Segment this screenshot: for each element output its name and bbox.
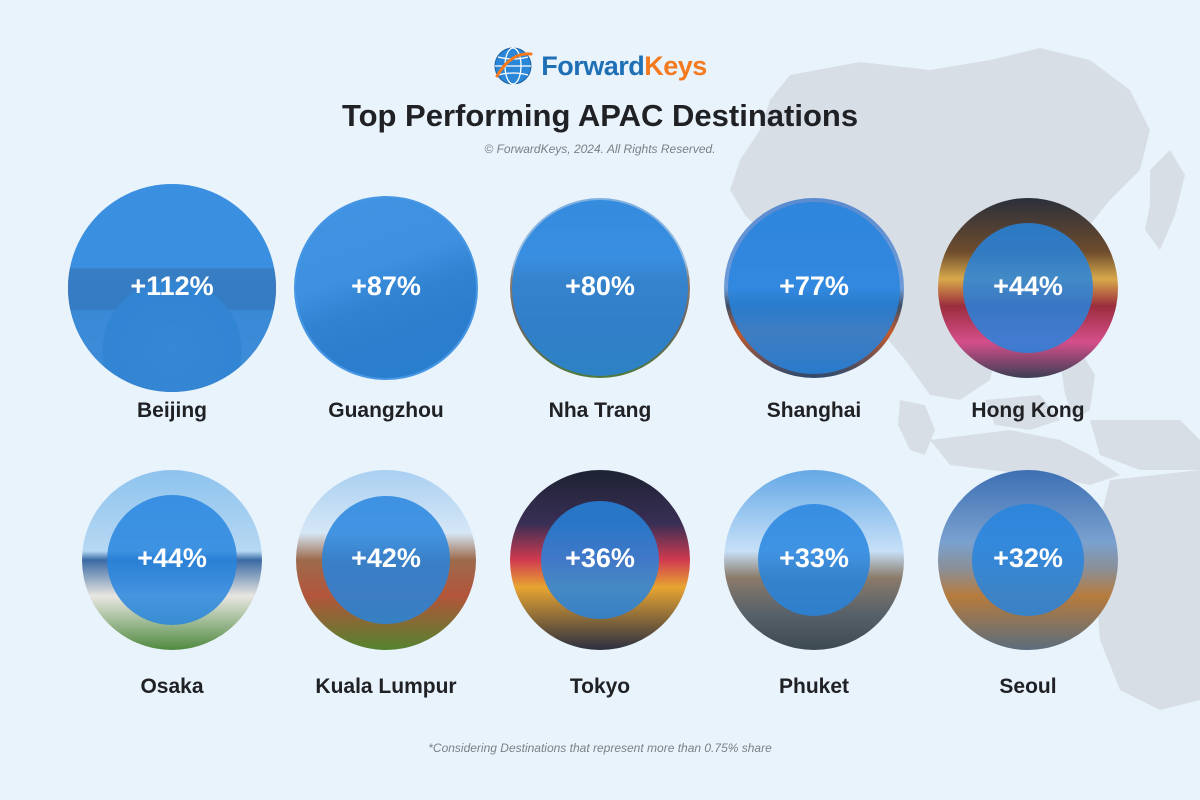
data-label: +36% — [565, 543, 635, 573]
value-bubble — [322, 496, 450, 624]
value-bubble — [757, 503, 871, 617]
category-label: Beijing — [136, 399, 207, 422]
category-label: Tokyo — [569, 675, 631, 698]
globe-logo-icon — [494, 47, 533, 85]
data-label: +44% — [137, 543, 207, 573]
category-label: Hong Kong — [971, 399, 1085, 422]
category-label: Kuala Lumpur — [315, 675, 457, 698]
category-label: Osaka — [140, 675, 204, 698]
value-bubble — [962, 222, 1094, 354]
category-label: Guangzhou — [328, 399, 444, 422]
category-label: Seoul — [999, 675, 1057, 698]
brand-name-part1: Forward — [541, 50, 645, 81]
value-bubble — [68, 184, 276, 392]
category-label: Phuket — [778, 675, 849, 698]
value-bubble — [512, 200, 688, 376]
category-label: Nha Trang — [548, 399, 652, 422]
data-label: +87% — [351, 271, 421, 301]
brand-logo: ForwardKeys — [0, 46, 1200, 86]
footnote: *Considering Destinations that represent… — [428, 741, 772, 755]
value-bubble — [972, 504, 1084, 616]
value-bubble — [541, 501, 659, 619]
data-label: +32% — [993, 543, 1063, 573]
brand-name-part2: Keys — [644, 50, 707, 81]
data-label: +44% — [993, 271, 1063, 301]
data-label: +77% — [779, 271, 849, 301]
data-label: +80% — [565, 271, 635, 301]
data-label: +112% — [130, 271, 214, 301]
data-label: +42% — [351, 543, 421, 573]
chart-title: Top Performing APAC Destinations — [341, 98, 859, 133]
data-label: +33% — [779, 543, 849, 573]
copyright-notice: © ForwardKeys, 2024. All Rights Reserved… — [484, 142, 716, 156]
brand-name: ForwardKeys — [541, 51, 707, 82]
value-bubble — [727, 201, 901, 375]
value-bubble — [294, 196, 478, 380]
value-bubble — [106, 494, 238, 626]
category-label: Shanghai — [766, 399, 862, 422]
